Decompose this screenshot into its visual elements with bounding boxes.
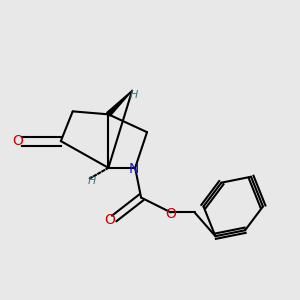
Text: N: N bbox=[128, 162, 139, 176]
Polygon shape bbox=[107, 91, 132, 116]
Text: H: H bbox=[88, 176, 96, 186]
Text: O: O bbox=[12, 134, 23, 148]
Text: O: O bbox=[104, 213, 115, 227]
Text: O: O bbox=[165, 207, 176, 221]
Text: H: H bbox=[130, 90, 138, 100]
